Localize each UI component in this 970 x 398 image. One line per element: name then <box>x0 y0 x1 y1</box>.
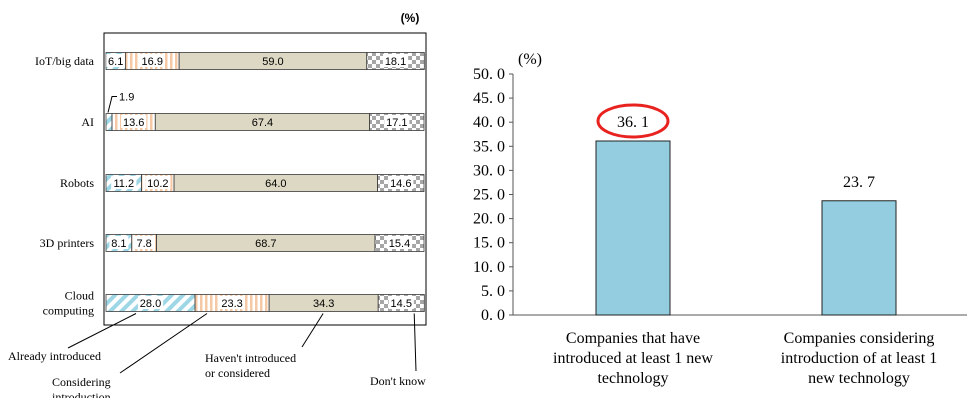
x-tick-label-line: technology <box>597 370 668 387</box>
unit-label: (%) <box>518 51 542 68</box>
data-label-bg <box>111 176 137 189</box>
data-label-bg <box>139 54 165 67</box>
data-label: 68.7 <box>255 238 276 250</box>
y-tick-label: 30. 0 <box>473 162 505 179</box>
data-label: 34.3 <box>313 298 334 310</box>
data-label: 11.2 <box>114 178 135 190</box>
category-label-line: computing <box>43 304 94 318</box>
legend-leader-already <box>67 313 137 349</box>
data-label-bg <box>134 236 154 249</box>
data-label: 7.8 <box>137 238 152 250</box>
y-tick-label: 20. 0 <box>473 211 505 228</box>
legend-already-introduced: Already introduced <box>8 349 101 363</box>
data-label-bg <box>382 54 409 67</box>
category-label-line: Cloud <box>65 289 94 303</box>
data-label-bg <box>384 115 410 128</box>
legend-considering: Considering <box>52 375 111 389</box>
data-label: 36. 1 <box>617 114 649 131</box>
x-tick-label: Companies considering introduction of at … <box>781 330 937 387</box>
category-label: AI <box>81 115 94 129</box>
bar <box>821 200 897 316</box>
data-label: 14.5 <box>391 298 412 310</box>
x-tick-label-line: introduction of at least 1 <box>781 350 937 367</box>
data-label: 67.4 <box>252 117 273 129</box>
y-tick-label: 45. 0 <box>473 90 505 107</box>
data-label: 59.0 <box>262 56 283 68</box>
y-tick-label: 40. 0 <box>473 114 505 131</box>
data-label: 64.0 <box>265 178 286 190</box>
bar-segment-already-introduced <box>105 113 113 131</box>
data-label: 10.2 <box>147 178 168 190</box>
highlight-circle <box>596 103 670 139</box>
data-label-bg <box>109 236 129 249</box>
data-label: 15.4 <box>389 238 410 250</box>
bar <box>595 140 671 316</box>
legend-dont-know: Don't know <box>370 374 426 388</box>
x-tick-label: Companies that have introduced at least 1… <box>553 330 713 387</box>
data-label-bg <box>219 296 245 309</box>
category-label-line: AI <box>81 115 94 129</box>
legend-havent-introduced: Haven't introduced <box>205 351 296 365</box>
y-tick-label: 15. 0 <box>473 235 505 252</box>
legend-leader-havent <box>301 313 324 348</box>
data-label: 23.3 <box>221 298 242 310</box>
legend-leader-dont-know <box>413 313 417 372</box>
data-label: 18.1 <box>385 56 406 68</box>
data-label: 8.1 <box>111 238 126 250</box>
data-label-bg <box>388 296 414 309</box>
data-label-bg <box>121 115 147 128</box>
data-label-bg <box>137 296 164 309</box>
data-label: 16.9 <box>142 56 163 68</box>
x-tick-label-line: Companies that have <box>566 330 700 347</box>
data-label-bg <box>388 176 414 189</box>
category-label: IoT/big data <box>35 54 95 68</box>
data-label: 17.1 <box>386 117 407 129</box>
category-label-line: 3D printers <box>40 236 95 250</box>
y-tick-label: 25. 0 <box>473 187 505 204</box>
y-tick-label: 0. 0 <box>481 307 505 324</box>
data-label: 14.6 <box>390 178 411 190</box>
data-label-bg <box>106 54 126 67</box>
category-label-line: IoT/big data <box>35 54 95 68</box>
data-label: 6.1 <box>108 56 123 68</box>
y-tick-label: 5. 0 <box>481 283 505 300</box>
legend-havent-introduced-line2: or considered <box>205 366 270 380</box>
data-label-bg <box>145 176 171 189</box>
data-label: 1.9 <box>119 92 134 104</box>
x-tick-label-line: introduced at least 1 new <box>553 350 713 367</box>
data-label-bg <box>386 236 413 249</box>
y-tick-label: 10. 0 <box>473 259 505 276</box>
y-tick-label: 35. 0 <box>473 138 505 155</box>
x-tick-label-line: new technology <box>808 370 910 387</box>
category-label: Robots <box>60 176 94 190</box>
legend-considering-line2: introduction <box>52 390 111 398</box>
column-chart: (%) 0. 0 5. 0 10. 0 15. 0 20. 0 25. 0 30. 0 35. … <box>473 51 967 387</box>
x-tick-label-line: Companies considering <box>784 330 935 347</box>
unit-label: (%) <box>401 11 420 25</box>
data-label: 23. 7 <box>843 174 875 191</box>
y-tick-label: 50. 0 <box>473 66 505 83</box>
category-label-line: Robots <box>60 176 94 190</box>
category-label: 3D printers <box>40 236 95 250</box>
stacked-bar-chart: (%) IoT/big data 6.1 16.9 59.0 18.1 AI 1.9 13.6 6… <box>8 11 427 398</box>
legend-leader-considering <box>119 313 208 374</box>
data-label: 13.6 <box>123 117 144 129</box>
data-label-leader <box>107 96 118 113</box>
category-label: Cloud computing <box>43 289 94 318</box>
data-label: 28.0 <box>140 298 161 310</box>
